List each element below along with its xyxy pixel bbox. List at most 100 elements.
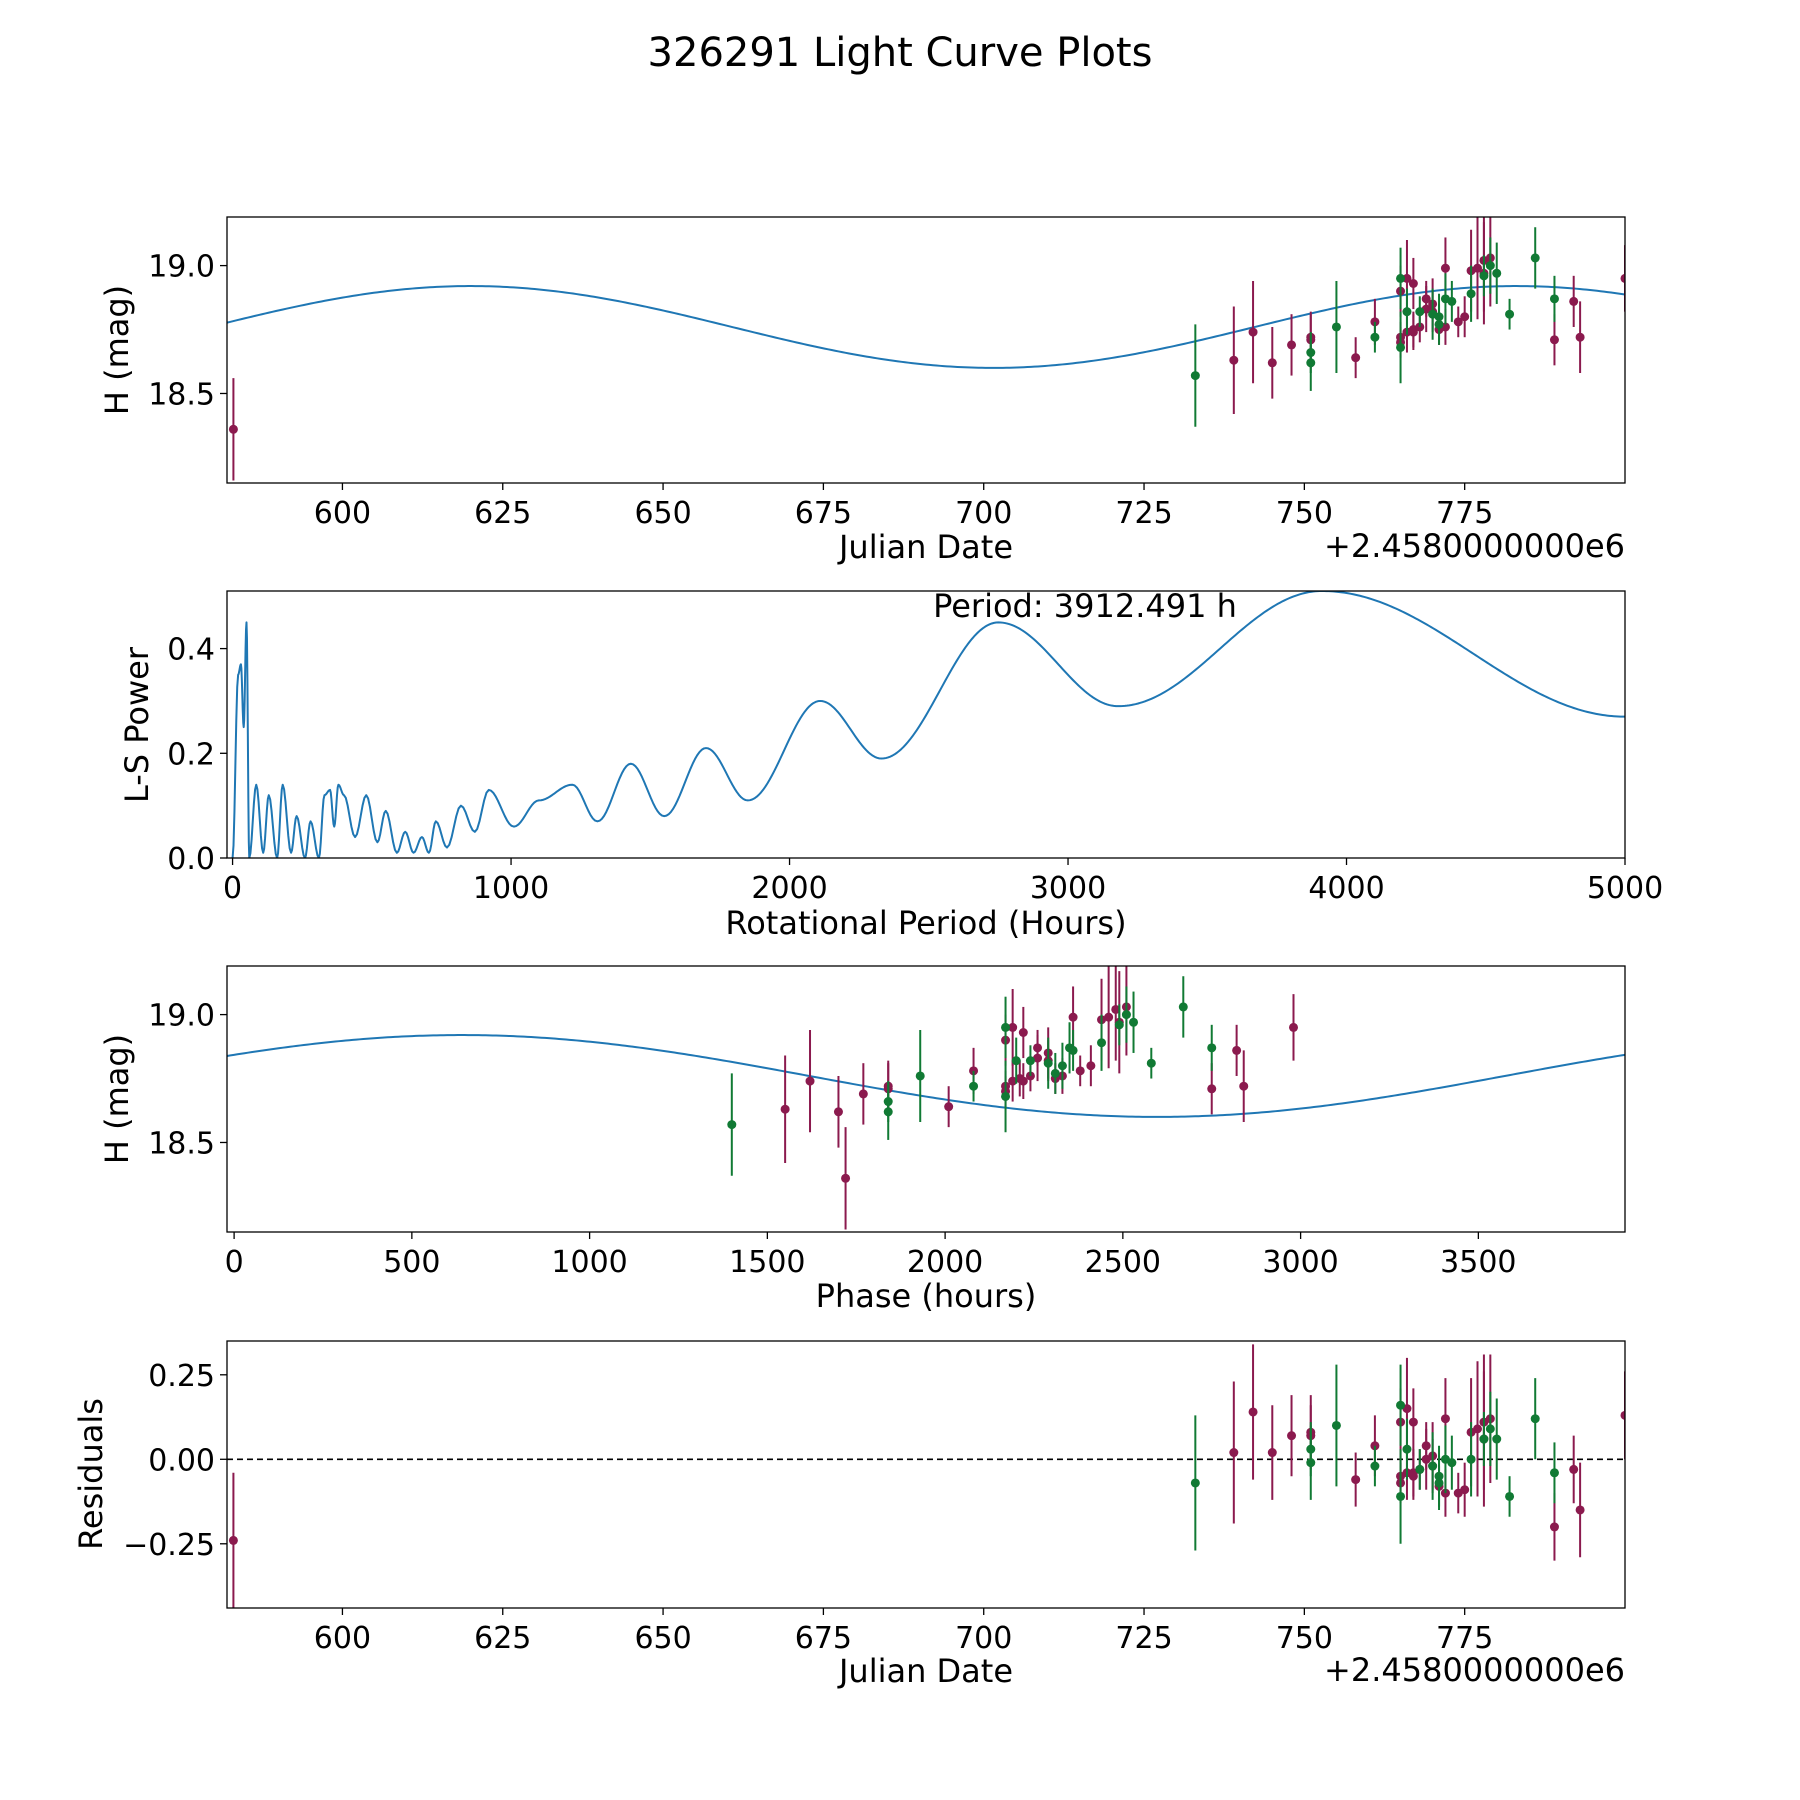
lightcurve-point bbox=[1190, 371, 1200, 381]
lightcurve-point bbox=[1473, 263, 1483, 273]
phased-point bbox=[1097, 1038, 1107, 1048]
residuals-xtick-label: 775 bbox=[1436, 1621, 1493, 1656]
residuals-point bbox=[1569, 1464, 1579, 1474]
residuals-point bbox=[1549, 1522, 1559, 1532]
lightcurve-point bbox=[1229, 355, 1239, 365]
residuals-point bbox=[1351, 1475, 1361, 1485]
lightcurve-point bbox=[1479, 271, 1489, 281]
phased-xtick-label: 1500 bbox=[729, 1245, 805, 1280]
residuals-xtick-label: 625 bbox=[474, 1621, 531, 1656]
lightcurve-point bbox=[1408, 327, 1418, 337]
periodogram-line bbox=[231, 591, 1625, 858]
lightcurve-point bbox=[1248, 327, 1258, 337]
residuals-point bbox=[1402, 1444, 1412, 1454]
lightcurve-xtick-label: 650 bbox=[634, 496, 691, 531]
lightcurve-point bbox=[1402, 307, 1412, 317]
lightcurve-xtick-label: 625 bbox=[474, 496, 531, 531]
phased-point bbox=[1207, 1043, 1217, 1053]
lightcurve-point bbox=[1549, 294, 1559, 304]
phased-point bbox=[969, 1081, 979, 1091]
phased-point bbox=[833, 1107, 843, 1117]
phased-point bbox=[1008, 1022, 1018, 1032]
residuals-point bbox=[1440, 1414, 1450, 1424]
residuals-point bbox=[1306, 1444, 1316, 1454]
phased-ytick-label: 19.0 bbox=[148, 999, 215, 1034]
lightcurve-point bbox=[1396, 342, 1406, 352]
residuals-point bbox=[1575, 1505, 1585, 1515]
lightcurve-point bbox=[1306, 348, 1316, 358]
lightcurve-point bbox=[1351, 353, 1361, 363]
residuals-point bbox=[1485, 1424, 1495, 1434]
phased-point bbox=[1068, 1045, 1078, 1055]
lightcurve-xtick-label: 600 bbox=[314, 496, 371, 531]
lightcurve-point bbox=[1575, 332, 1585, 342]
phased-point bbox=[1033, 1053, 1043, 1063]
residuals-point bbox=[1479, 1434, 1489, 1444]
residuals-point bbox=[1396, 1400, 1406, 1410]
residuals-series-filter-b bbox=[1190, 1364, 1559, 1551]
residuals-point bbox=[1287, 1431, 1297, 1441]
residuals-ylabel: Residuals bbox=[72, 1398, 110, 1550]
periodogram-xtick-label: 3000 bbox=[1030, 871, 1106, 906]
lightcurve-offset-label: +2.4580000000e6 bbox=[1324, 527, 1625, 565]
residuals-point bbox=[1248, 1407, 1258, 1417]
lightcurve-point bbox=[1287, 340, 1297, 350]
phased-point bbox=[883, 1097, 893, 1107]
phased-fit-curve bbox=[227, 1034, 1625, 1118]
lightcurve-xtick-label: 750 bbox=[1276, 496, 1333, 531]
residuals-point bbox=[1415, 1464, 1425, 1474]
lightcurve-point bbox=[1460, 312, 1470, 322]
lightcurve-xtick-label: 700 bbox=[955, 496, 1012, 531]
phased-point bbox=[1121, 1010, 1131, 1020]
residuals-point bbox=[1408, 1471, 1418, 1481]
residuals-point bbox=[1428, 1461, 1438, 1471]
phased-point bbox=[780, 1104, 790, 1114]
lightcurve-point bbox=[1267, 358, 1277, 368]
phased-point bbox=[1146, 1058, 1156, 1068]
lightcurve-point bbox=[1434, 312, 1444, 322]
phased-point bbox=[1001, 1091, 1011, 1101]
phased-point bbox=[1057, 1061, 1067, 1071]
phased-point bbox=[1104, 1012, 1114, 1022]
residuals-point bbox=[1229, 1448, 1239, 1458]
phased-plot-area bbox=[227, 966, 1625, 1230]
periodogram-ylabel: L-S Power bbox=[118, 646, 156, 803]
phased-point bbox=[1288, 1022, 1298, 1032]
figure-title: 326291 Light Curve Plots bbox=[648, 30, 1153, 76]
lightcurve-point bbox=[1569, 296, 1579, 306]
residuals-point bbox=[1492, 1434, 1502, 1444]
residuals-point bbox=[1505, 1491, 1515, 1501]
phased-point bbox=[1114, 1020, 1124, 1030]
residuals-xtick-label: 650 bbox=[634, 1621, 691, 1656]
phased-xtick-label: 2500 bbox=[1085, 1245, 1161, 1280]
period-annotation: Period: 3912.491 h bbox=[933, 587, 1237, 625]
residuals-point bbox=[1549, 1468, 1559, 1478]
panel-lightcurve: 600 625 650 675 700 725 750 775 18.5 19.0 bbox=[148, 216, 1626, 531]
periodogram-xlabel: Rotational Period (Hours) bbox=[725, 904, 1126, 942]
phased-ylabel: H (mag) bbox=[98, 1034, 136, 1164]
phased-xtick-label: 3000 bbox=[1262, 1245, 1338, 1280]
periodogram-ytick-label: 0.2 bbox=[167, 737, 215, 772]
lightcurve-ylabel: H (mag) bbox=[98, 285, 136, 415]
residuals-point bbox=[1396, 1491, 1406, 1501]
residuals-point bbox=[1466, 1454, 1476, 1464]
lightcurve-xtick-label: 775 bbox=[1436, 496, 1493, 531]
residuals-point bbox=[1331, 1420, 1341, 1430]
residuals-xtick-label: 600 bbox=[314, 1621, 371, 1656]
lightcurve-xtick-label: 675 bbox=[795, 496, 852, 531]
lightcurve-point bbox=[1530, 253, 1540, 263]
phased-point bbox=[1068, 1012, 1078, 1022]
phased-point bbox=[944, 1102, 954, 1112]
lightcurve-point bbox=[1492, 268, 1502, 278]
phased-xtick-label: 2000 bbox=[907, 1245, 983, 1280]
residuals-ytick-label: 0.25 bbox=[148, 1359, 215, 1394]
residuals-point bbox=[1408, 1417, 1418, 1427]
panel-phased: 0 500 1000 1500 2000 2500 3000 3500 18.5 19.0 bbox=[148, 965, 1626, 1280]
residuals-xtick-label: 675 bbox=[795, 1621, 852, 1656]
panel-periodogram: 0 1000 2000 3000 4000 5000 0.0 0.2 0.4 bbox=[167, 590, 1663, 906]
lightcurve-ytick-label: 19.0 bbox=[148, 250, 215, 285]
phased-point bbox=[805, 1076, 815, 1086]
residuals-xtick-label: 700 bbox=[955, 1621, 1012, 1656]
phased-point bbox=[727, 1120, 737, 1130]
